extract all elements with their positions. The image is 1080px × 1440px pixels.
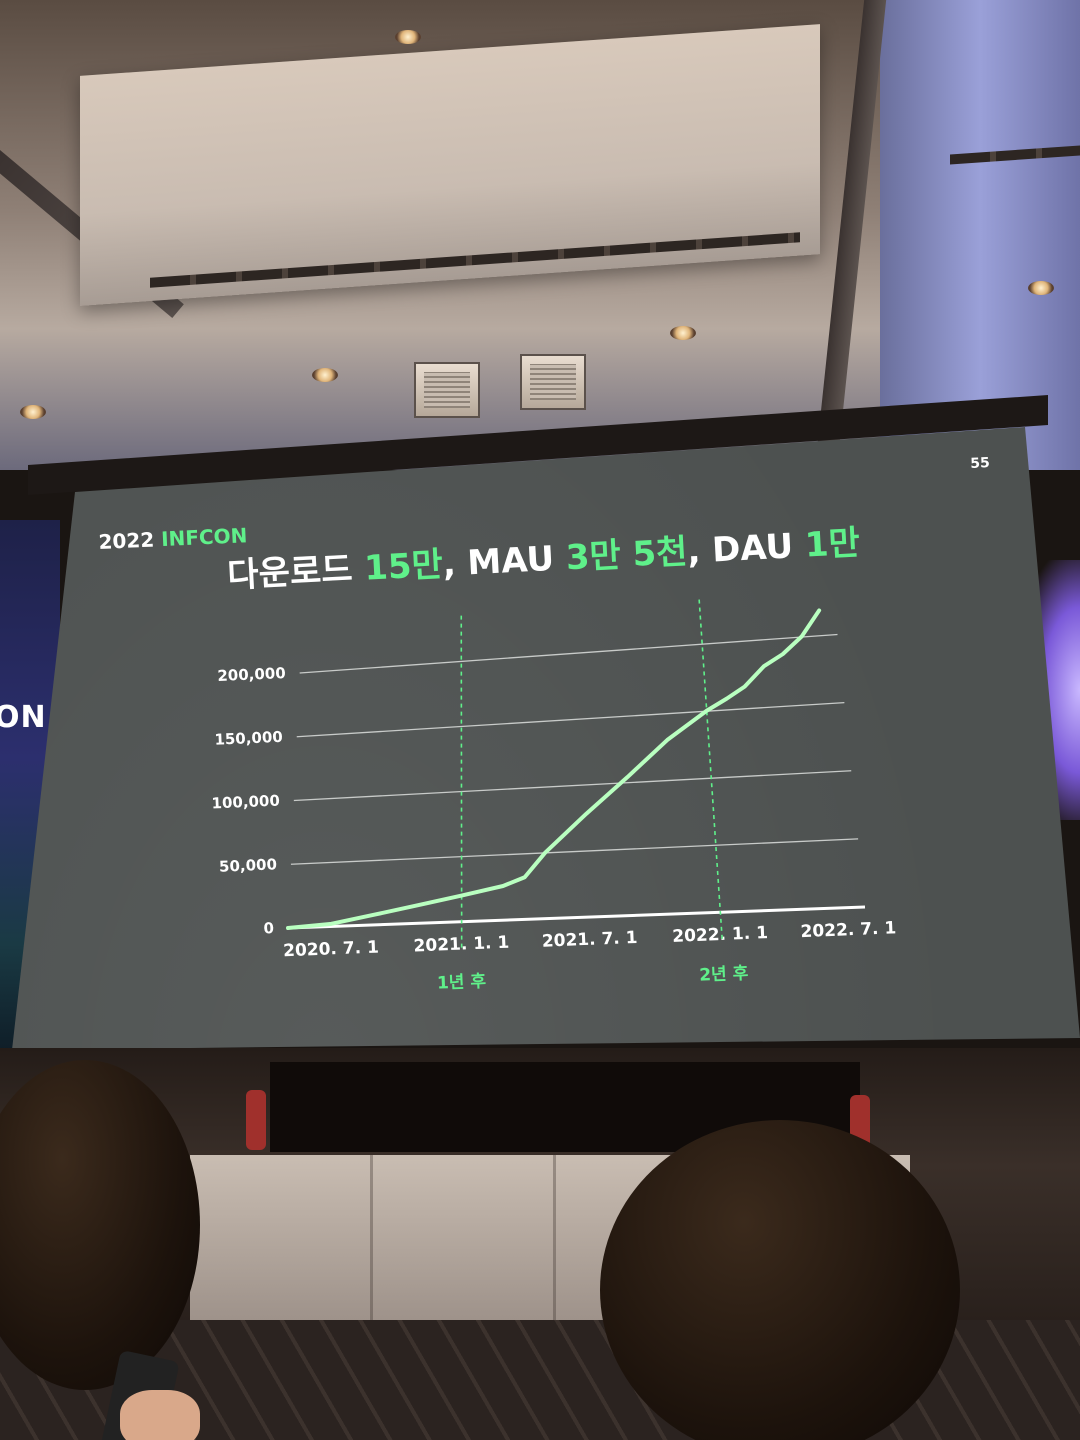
audience-head — [600, 1120, 960, 1440]
year-marker-label: 2년 후 — [699, 963, 749, 986]
ceiling-light — [312, 368, 338, 382]
y-tick-label: 150,000 — [214, 728, 283, 749]
y-tick-label: 200,000 — [217, 664, 286, 685]
hand — [120, 1390, 200, 1440]
y-tick-label: 0 — [263, 919, 274, 937]
x-tick-label: 2022. 7. 1 — [800, 918, 896, 942]
y-tick-label: 100,000 — [211, 792, 280, 813]
ceiling-light — [20, 405, 46, 419]
gridline — [299, 633, 838, 674]
y-tick-label: 50,000 — [219, 855, 278, 876]
year-marker-label: 1년 후 — [437, 971, 487, 994]
ceiling-light — [670, 326, 696, 340]
downloads-series-line — [286, 608, 822, 930]
ceiling-light — [1028, 281, 1054, 295]
fire-extinguisher — [246, 1090, 266, 1150]
gridline — [293, 770, 852, 802]
gridline — [296, 701, 845, 738]
x-tick-label: 2020. 7. 1 — [283, 937, 379, 961]
x-tick-label: 2022. 1. 1 — [672, 923, 768, 947]
ceiling-speaker — [414, 362, 480, 418]
year-marker-line — [698, 596, 723, 939]
ceiling-speaker — [520, 354, 586, 410]
right-wall — [880, 0, 1080, 470]
ceiling-light — [395, 30, 421, 44]
audience-head — [0, 1060, 200, 1390]
x-tick-label: 2021. 7. 1 — [541, 928, 637, 952]
x-axis-line — [287, 905, 866, 930]
side-banner-text: ON — [0, 700, 47, 735]
gridline — [290, 838, 859, 865]
